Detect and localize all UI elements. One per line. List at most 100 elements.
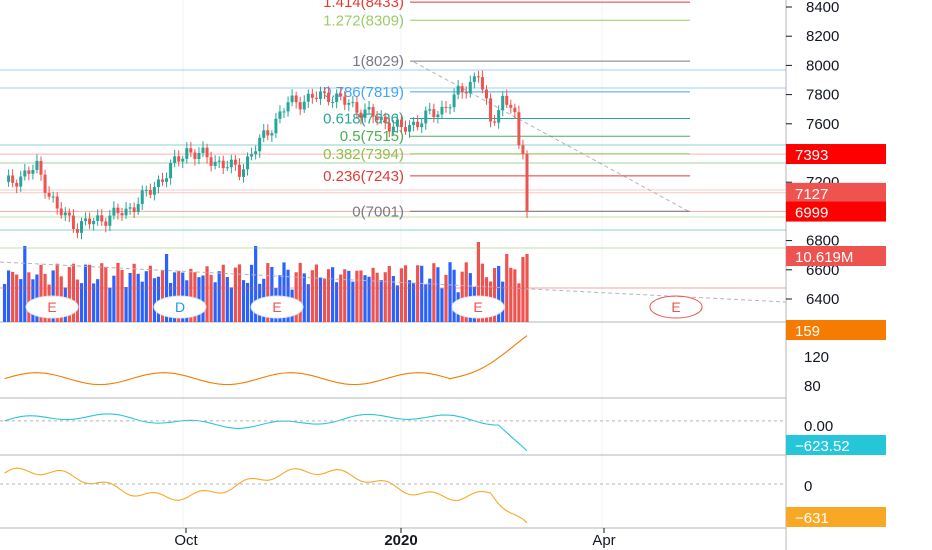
fib-level-label: 1(8029) — [352, 53, 404, 70]
volume-bar — [140, 281, 144, 322]
volume-bar — [270, 266, 274, 322]
event-marker[interactable]: E — [649, 295, 703, 319]
price-tick-label: 8400 — [806, 0, 839, 16]
candle-body — [84, 218, 88, 222]
candlestick-series — [7, 70, 529, 240]
volume-bar — [116, 262, 120, 322]
candle-body — [193, 152, 197, 160]
candle-body — [104, 221, 108, 226]
volume-bar — [152, 278, 156, 322]
candle-body — [205, 147, 209, 158]
indicator-badge-0: 159 — [786, 320, 886, 340]
volume-bar — [160, 270, 165, 322]
candle-body — [23, 170, 27, 177]
candle-body — [165, 178, 169, 182]
volume-bar — [209, 274, 213, 322]
event-marker[interactable]: E — [451, 295, 505, 319]
price-badge-7393-label: 7393 — [795, 147, 828, 164]
candle-body — [404, 127, 407, 132]
candle-body — [266, 130, 270, 136]
candle-body — [448, 107, 452, 109]
volume-bar — [225, 277, 229, 322]
candle-body — [233, 159, 237, 165]
candle-body — [55, 196, 59, 209]
volume-bar — [2, 284, 7, 322]
volume-bar — [363, 275, 367, 322]
time-axis[interactable]: Oct 2020 Apr — [174, 528, 616, 549]
price-badge-7127: 7127 — [786, 182, 886, 203]
volume-bar — [416, 265, 420, 322]
candle-body — [351, 102, 355, 104]
volume-bar — [521, 257, 525, 322]
volume-bar — [395, 285, 399, 322]
candle-body — [436, 114, 440, 117]
candle-body — [27, 170, 31, 174]
candle-body — [242, 169, 245, 177]
volume-bar — [351, 281, 355, 322]
candle-body — [509, 104, 513, 108]
volume-bar — [310, 270, 314, 322]
candle-body — [513, 107, 517, 113]
candle-body — [440, 106, 444, 115]
volume-bar — [298, 262, 302, 322]
candle-body — [96, 215, 100, 221]
volume-bar — [403, 265, 408, 322]
volume-bar — [412, 282, 416, 322]
event-marker-label: E — [473, 299, 482, 315]
price-tick-label: 7800 — [806, 87, 839, 104]
candle-body — [258, 137, 262, 152]
event-marker[interactable]: E — [250, 295, 304, 319]
event-marker[interactable]: E — [25, 295, 79, 319]
candle-body — [302, 101, 306, 110]
candle-body — [88, 218, 92, 225]
volume-bar — [460, 271, 464, 322]
volume-bar — [399, 268, 404, 322]
event-marker[interactable]: D — [153, 295, 207, 319]
fib-level-label: 0.618(7636) — [323, 111, 404, 128]
candle-body — [367, 107, 371, 110]
price-badge-6999-background — [786, 201, 886, 222]
candle-body — [156, 179, 160, 188]
candle-body — [485, 89, 488, 99]
candle-body — [278, 111, 282, 119]
volume-bar — [79, 283, 84, 322]
price-badge-7127-background — [786, 182, 886, 203]
price-tick-label: 6400 — [806, 291, 839, 308]
candle-body — [59, 208, 63, 216]
volume-bar — [189, 268, 193, 322]
candle-body — [189, 148, 193, 153]
indicator-badge-2: −631 — [786, 507, 886, 527]
candle-body — [254, 151, 258, 155]
price-axis[interactable]: 801200.000640066006800700072007400760078… — [786, 0, 886, 527]
volume-bar — [440, 288, 444, 322]
volume-bar — [100, 263, 104, 322]
candle-body — [7, 175, 11, 182]
volume-bar — [124, 287, 128, 322]
volume-bar — [420, 265, 424, 322]
candle-body — [51, 196, 55, 198]
volume-bar — [286, 269, 290, 322]
indicator-tick-label: 80 — [804, 378, 821, 395]
candle-body — [71, 215, 75, 229]
candle-body — [395, 119, 399, 127]
volume-bar — [241, 280, 246, 322]
volume-bar — [266, 263, 270, 322]
volume-bar — [92, 283, 96, 322]
candle-body — [148, 190, 152, 195]
candle-body — [217, 160, 221, 162]
volume-bar — [55, 263, 59, 322]
indicator-badge-2-label: −631 — [795, 510, 829, 527]
candle-body — [383, 116, 387, 123]
candle-body — [323, 91, 326, 93]
volume-bar — [221, 264, 225, 322]
candle-body — [493, 121, 497, 123]
price-badge-6999-label: 6999 — [795, 205, 828, 222]
volume-bar — [367, 276, 371, 322]
candle-body — [444, 106, 448, 108]
fibonacci-retracement[interactable]: 1.414(8433)1.272(8309)1(8029)0.786(7819)… — [323, 0, 690, 220]
candle-body — [456, 86, 460, 95]
candle-body — [432, 109, 436, 117]
candle-body — [177, 156, 181, 162]
